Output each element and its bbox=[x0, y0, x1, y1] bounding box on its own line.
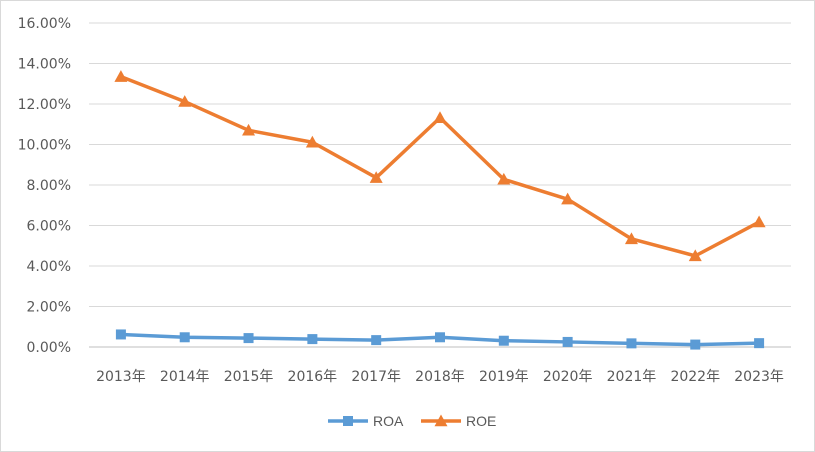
data-point-roe bbox=[624, 232, 638, 245]
x-tick-label: 2017年 bbox=[351, 369, 401, 385]
y-tick-label: 16.00% bbox=[18, 16, 71, 32]
data-point-roe bbox=[369, 171, 383, 183]
x-tick-label: 2013年 bbox=[96, 369, 146, 385]
data-point-roa bbox=[562, 336, 573, 347]
legend-marker-roe bbox=[434, 414, 448, 427]
legend-label-roe: ROE bbox=[466, 413, 496, 429]
data-point-roa bbox=[754, 338, 765, 349]
y-tick-label: 10.00% bbox=[18, 138, 71, 154]
y-tick-label: 6.00% bbox=[27, 219, 71, 235]
data-point-roe bbox=[497, 172, 511, 185]
data-point-roe bbox=[305, 135, 319, 148]
series-roe bbox=[114, 70, 766, 262]
data-point-roa bbox=[626, 338, 637, 349]
data-point-roe bbox=[114, 70, 128, 82]
y-axis-ticks: 0.00% 2.00% 4.00% 6.00% 8.00% 10.00% 12.00% 14.… bbox=[18, 16, 71, 356]
data-point-roa bbox=[498, 335, 509, 346]
x-tick-label: 2018年 bbox=[415, 369, 465, 385]
data-point-roa bbox=[371, 335, 382, 346]
legend-item-roe: ROE bbox=[421, 413, 496, 429]
data-point-roe bbox=[688, 249, 702, 262]
y-tick-label: 0.00% bbox=[27, 340, 71, 356]
data-point-roe bbox=[178, 95, 192, 107]
y-tick-label: 4.00% bbox=[27, 259, 71, 275]
data-point-roe bbox=[561, 192, 575, 205]
y-tick-label: 12.00% bbox=[18, 97, 71, 113]
x-tick-label: 2020年 bbox=[543, 369, 593, 385]
data-point-roa bbox=[115, 329, 126, 340]
x-axis-ticks: 2013年 2014年 2015年 2016年 2017年 2018年 2019年 2020年… bbox=[96, 369, 784, 385]
data-point-roa bbox=[179, 332, 190, 343]
series-lines bbox=[114, 70, 766, 350]
legend-item-roa: ROA bbox=[328, 413, 404, 429]
data-point-roa bbox=[690, 339, 701, 350]
data-point-roe bbox=[242, 123, 256, 136]
gridlines bbox=[89, 22, 791, 348]
y-tick-label: 14.00% bbox=[18, 57, 71, 73]
y-tick-label: 2.00% bbox=[27, 300, 71, 316]
x-tick-label: 2021年 bbox=[607, 369, 657, 385]
series-roa bbox=[115, 329, 765, 350]
x-tick-label: 2019年 bbox=[479, 369, 529, 385]
legend-label-roa: ROA bbox=[373, 413, 404, 429]
x-tick-label: 2014年 bbox=[160, 369, 210, 385]
data-point-roa bbox=[243, 333, 254, 344]
data-point-roa bbox=[435, 332, 445, 343]
y-tick-label: 8.00% bbox=[27, 178, 71, 194]
data-point-roa bbox=[307, 334, 318, 345]
x-tick-label: 2023年 bbox=[734, 369, 784, 385]
x-tick-label: 2016年 bbox=[288, 369, 338, 385]
legend: ROA ROE bbox=[328, 413, 496, 429]
data-point-roe bbox=[752, 215, 766, 228]
data-point-roe bbox=[433, 111, 447, 123]
x-tick-label: 2015年 bbox=[224, 369, 274, 385]
legend-marker-roa bbox=[343, 416, 353, 426]
x-tick-label: 2022年 bbox=[670, 369, 720, 385]
